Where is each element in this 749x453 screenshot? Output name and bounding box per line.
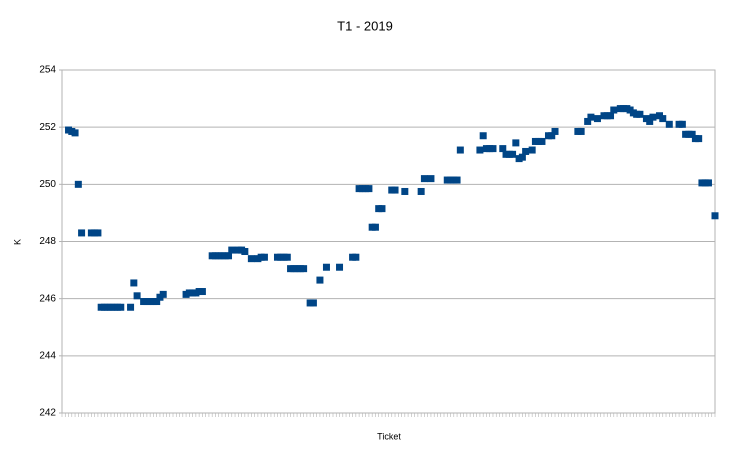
point	[378, 205, 386, 213]
point	[117, 303, 125, 311]
point	[522, 147, 530, 155]
point	[130, 279, 138, 287]
point	[518, 153, 526, 161]
point	[577, 127, 585, 135]
point	[401, 187, 409, 195]
point	[528, 146, 536, 154]
point	[420, 175, 428, 183]
point	[489, 145, 497, 153]
x-axis-label: Ticket	[377, 431, 401, 441]
point	[538, 137, 546, 145]
point	[607, 112, 615, 120]
point	[78, 229, 86, 237]
point	[74, 180, 82, 188]
point	[309, 299, 317, 307]
point	[228, 246, 236, 254]
point	[260, 253, 268, 261]
point	[322, 263, 330, 271]
point	[153, 298, 161, 306]
point	[479, 132, 487, 140]
point	[365, 185, 373, 193]
point	[646, 117, 654, 125]
y-tick-label: 254	[39, 65, 56, 76]
point	[584, 117, 592, 125]
y-tick-label: 242	[39, 408, 56, 419]
point	[300, 265, 308, 273]
point	[225, 252, 233, 260]
point	[283, 253, 291, 261]
point	[512, 139, 520, 147]
point	[371, 223, 379, 231]
y-tick-label: 250	[39, 179, 56, 190]
point	[94, 229, 102, 237]
point	[587, 113, 595, 121]
point	[71, 129, 79, 137]
point	[127, 303, 135, 311]
point	[336, 263, 344, 271]
point	[688, 130, 696, 138]
point	[704, 179, 712, 187]
point	[198, 288, 206, 296]
point	[659, 115, 667, 123]
point	[548, 132, 556, 140]
point	[352, 253, 360, 261]
point	[636, 110, 644, 118]
point	[247, 255, 255, 263]
chart-title: T1 - 2019	[337, 18, 393, 33]
point	[610, 106, 618, 114]
y-axis-label: K	[12, 239, 22, 245]
point	[417, 187, 425, 195]
point	[133, 292, 141, 300]
point	[665, 120, 673, 128]
point	[427, 175, 435, 183]
point	[241, 248, 249, 256]
point	[456, 146, 464, 154]
point	[476, 146, 484, 154]
point	[711, 212, 719, 220]
point	[316, 276, 324, 284]
point	[159, 290, 167, 298]
y-tick-label: 252	[39, 122, 56, 133]
y-tick-label: 248	[39, 236, 56, 247]
point	[551, 127, 559, 135]
point	[391, 186, 399, 194]
point	[649, 113, 657, 121]
point	[695, 135, 703, 143]
point	[453, 176, 461, 184]
y-tick-label: 246	[39, 293, 56, 304]
point	[593, 115, 601, 123]
point	[678, 120, 686, 128]
point	[499, 145, 507, 153]
y-tick-label: 244	[39, 350, 56, 361]
point	[509, 150, 517, 158]
